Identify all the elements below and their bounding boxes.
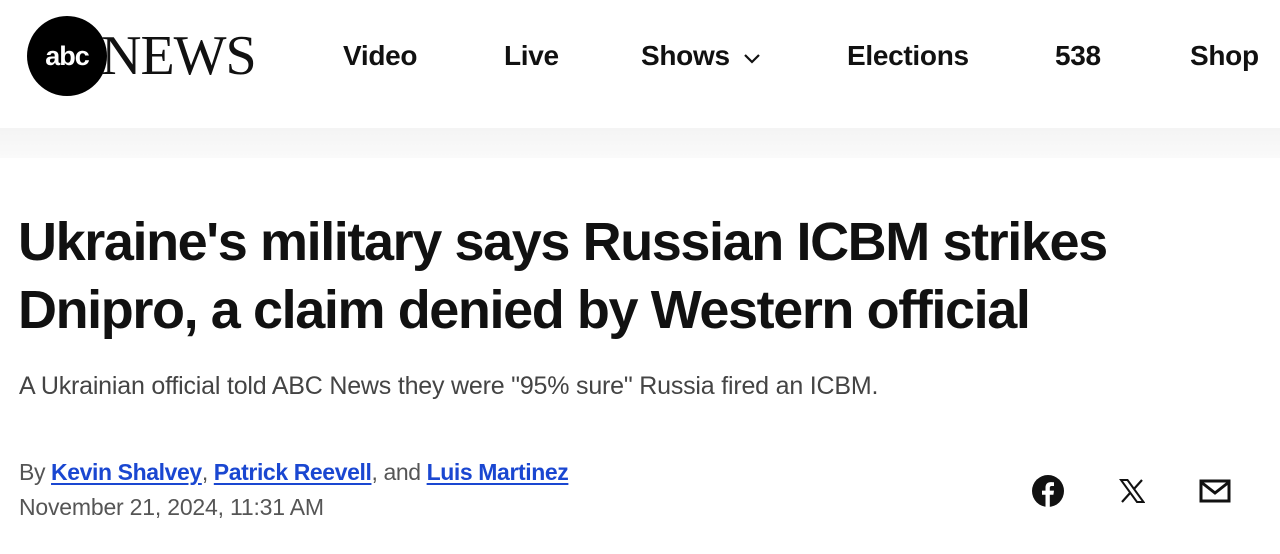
abc-news-logo[interactable]: abc NEWS xyxy=(27,16,257,96)
byline-separator: , xyxy=(201,459,214,485)
publish-date: November 21, 2024, 11:31 AM xyxy=(19,494,324,520)
author-link[interactable]: Patrick Reevell xyxy=(213,459,372,485)
subheadline: A Ukrainian official told ABC News they … xyxy=(19,372,879,400)
byline-separator: , and xyxy=(371,459,427,485)
byline-prefix: By xyxy=(19,459,52,485)
share-x-button[interactable] xyxy=(1115,474,1149,508)
nav-elections[interactable]: Elections xyxy=(847,40,969,71)
nav-video[interactable]: Video xyxy=(343,40,418,71)
facebook-icon xyxy=(1032,475,1064,507)
site-header: abc NEWS Video Live Shows Elections 538 … xyxy=(0,0,1280,128)
share-email-button[interactable] xyxy=(1198,474,1232,508)
headline-line-2: Dnipro, a claim denied by Western offici… xyxy=(18,280,1031,340)
header-divider-band xyxy=(0,128,1280,158)
chevron-down-icon xyxy=(744,53,761,64)
headline-line-1: Ukraine's military says Russian ICBM str… xyxy=(18,212,1108,272)
author-link[interactable]: Luis Martinez xyxy=(426,459,569,485)
nav-shows[interactable]: Shows xyxy=(641,40,761,72)
headline: Ukraine's military says Russian ICBM str… xyxy=(18,208,1108,344)
share-facebook-button[interactable] xyxy=(1031,474,1065,508)
nav-live[interactable]: Live xyxy=(504,40,559,71)
nav-shows-label: Shows xyxy=(641,40,730,71)
logo-wordmark: NEWS xyxy=(101,25,257,87)
nav-shop[interactable]: Shop xyxy=(1190,40,1259,71)
nav-538[interactable]: 538 xyxy=(1055,40,1101,71)
email-icon xyxy=(1199,479,1231,503)
logo-circle: abc xyxy=(27,16,107,96)
author-link[interactable]: Kevin Shalvey xyxy=(51,459,202,485)
byline: By Kevin Shalvey, Patrick Reevell, and L… xyxy=(19,459,569,486)
x-icon xyxy=(1119,479,1145,503)
